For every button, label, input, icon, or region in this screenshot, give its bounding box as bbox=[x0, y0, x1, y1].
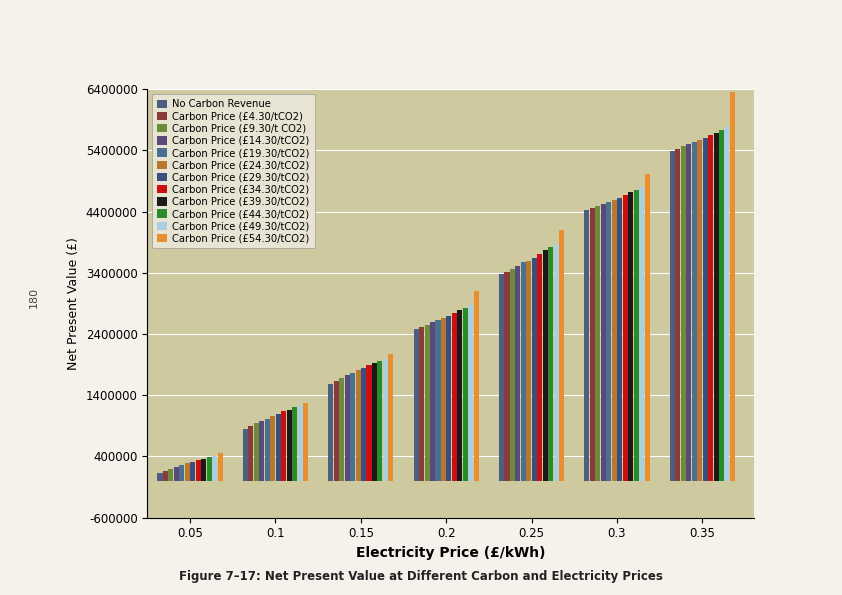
Text: Figure 7–17: Net Present Value at Different Carbon and Electricity Prices: Figure 7–17: Net Present Value at Differ… bbox=[179, 570, 663, 583]
Bar bbox=[253, 424, 258, 481]
Bar bbox=[669, 151, 674, 481]
Bar bbox=[168, 469, 173, 481]
Bar bbox=[548, 247, 553, 481]
Legend: No Carbon Revenue, Carbon Price (£4.30/tCO2), Carbon Price (£9.30/t CO2), Carbon: No Carbon Revenue, Carbon Price (£4.30/t… bbox=[152, 94, 315, 249]
Bar bbox=[388, 353, 393, 481]
Bar bbox=[504, 272, 509, 481]
Bar bbox=[708, 135, 713, 481]
Bar bbox=[419, 327, 424, 481]
Bar bbox=[179, 465, 184, 481]
Bar bbox=[697, 140, 702, 481]
Bar bbox=[303, 403, 308, 481]
Bar bbox=[515, 265, 520, 481]
Bar bbox=[686, 144, 691, 481]
Bar bbox=[719, 130, 724, 481]
Bar bbox=[474, 290, 479, 481]
Bar bbox=[617, 198, 622, 481]
Bar bbox=[292, 408, 297, 481]
Bar bbox=[206, 457, 211, 481]
Bar bbox=[157, 473, 163, 481]
Bar bbox=[333, 381, 338, 481]
Bar bbox=[286, 409, 291, 481]
Bar bbox=[259, 421, 264, 481]
Bar bbox=[190, 462, 195, 481]
Bar bbox=[350, 372, 355, 481]
Bar bbox=[248, 427, 253, 481]
Bar bbox=[264, 418, 269, 481]
Bar bbox=[184, 464, 189, 481]
Bar bbox=[554, 244, 559, 481]
Bar bbox=[383, 359, 388, 481]
Bar bbox=[595, 206, 600, 481]
Bar bbox=[510, 268, 515, 481]
Bar bbox=[457, 310, 462, 481]
Bar bbox=[639, 187, 644, 481]
Bar bbox=[543, 250, 548, 481]
Bar bbox=[532, 258, 537, 481]
Bar bbox=[559, 230, 564, 481]
Bar bbox=[435, 320, 440, 481]
Bar bbox=[691, 142, 696, 481]
Bar bbox=[270, 416, 275, 481]
Bar bbox=[372, 364, 377, 481]
Text: 180: 180 bbox=[29, 287, 39, 308]
Bar bbox=[644, 174, 649, 481]
Bar bbox=[212, 456, 217, 481]
Bar bbox=[526, 261, 531, 481]
Bar bbox=[424, 325, 429, 481]
Bar bbox=[339, 377, 344, 481]
Bar bbox=[499, 274, 504, 481]
Bar bbox=[713, 133, 718, 481]
Bar bbox=[377, 361, 382, 481]
Bar bbox=[628, 192, 633, 481]
Bar bbox=[275, 414, 280, 481]
Bar bbox=[521, 262, 526, 481]
Bar bbox=[173, 467, 179, 481]
Bar bbox=[281, 411, 286, 481]
Bar bbox=[601, 203, 606, 481]
Bar bbox=[344, 375, 349, 481]
Bar bbox=[441, 318, 446, 481]
Bar bbox=[430, 322, 435, 481]
Bar bbox=[446, 316, 451, 481]
Bar bbox=[633, 190, 638, 481]
Bar bbox=[590, 208, 595, 481]
Bar bbox=[328, 384, 333, 481]
Bar bbox=[195, 460, 200, 481]
Bar bbox=[361, 368, 366, 481]
Bar bbox=[463, 308, 468, 481]
Bar bbox=[217, 453, 222, 481]
Bar bbox=[355, 370, 360, 481]
Bar bbox=[201, 459, 206, 481]
Bar bbox=[680, 146, 685, 481]
Bar bbox=[468, 305, 473, 481]
Bar bbox=[702, 138, 707, 481]
Bar bbox=[242, 429, 248, 481]
Bar bbox=[606, 202, 611, 481]
Bar bbox=[675, 149, 680, 481]
Bar bbox=[413, 329, 418, 481]
Y-axis label: Net Present Value (£): Net Present Value (£) bbox=[67, 237, 80, 370]
Bar bbox=[612, 200, 616, 481]
Bar bbox=[297, 405, 302, 481]
Bar bbox=[537, 254, 542, 481]
Bar bbox=[163, 471, 168, 481]
Bar bbox=[724, 127, 729, 481]
Bar bbox=[366, 365, 371, 481]
Bar bbox=[452, 312, 457, 481]
X-axis label: Electricity Price (£/kWh): Electricity Price (£/kWh) bbox=[355, 546, 546, 560]
Bar bbox=[622, 195, 627, 481]
Bar bbox=[584, 210, 589, 481]
Bar bbox=[730, 92, 735, 481]
